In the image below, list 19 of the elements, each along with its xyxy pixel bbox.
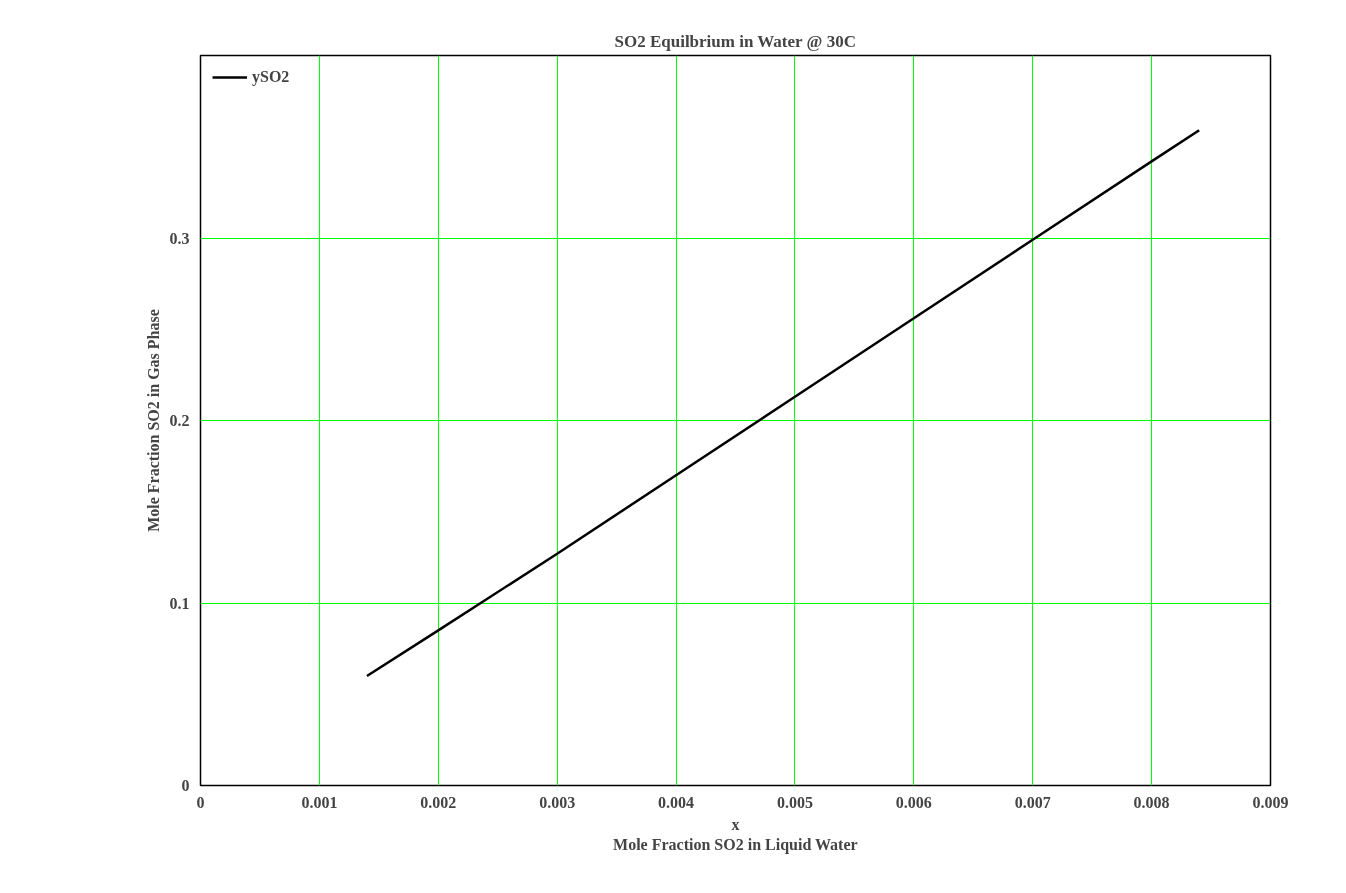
y-tick-label: 0.2	[169, 412, 190, 429]
x-tick-label: 0.001	[301, 793, 338, 811]
y-tick-label: 0.1	[169, 594, 190, 612]
x-tick-label: 0.009	[1252, 793, 1289, 811]
x-tick-label: 0.003	[539, 793, 576, 811]
x-tick-label: 0	[196, 793, 205, 811]
y-tick-label: 0	[181, 777, 190, 794]
x-tick-label: 0.006	[895, 793, 932, 811]
x-tick-label: 0.007	[1014, 793, 1051, 811]
x-tick-label: 0.005	[776, 793, 813, 811]
x-axis-title: x Mole Fraction SO2 in Liquid Water	[613, 815, 858, 854]
y-tick-label: 0.3	[169, 229, 190, 247]
line-series	[365, 129, 1201, 678]
x-tick-label: 0.004	[658, 793, 695, 811]
chart-title: SO2 Equilbrium in Water @ 30C	[614, 31, 856, 51]
x-tick-label: 0.002	[420, 793, 457, 811]
y-axis-title: Mole Fraction SO2 in Gas Phase	[144, 309, 162, 532]
x-tick-label: 0.008	[1133, 793, 1170, 811]
legend-label: ySO2	[252, 68, 290, 86]
